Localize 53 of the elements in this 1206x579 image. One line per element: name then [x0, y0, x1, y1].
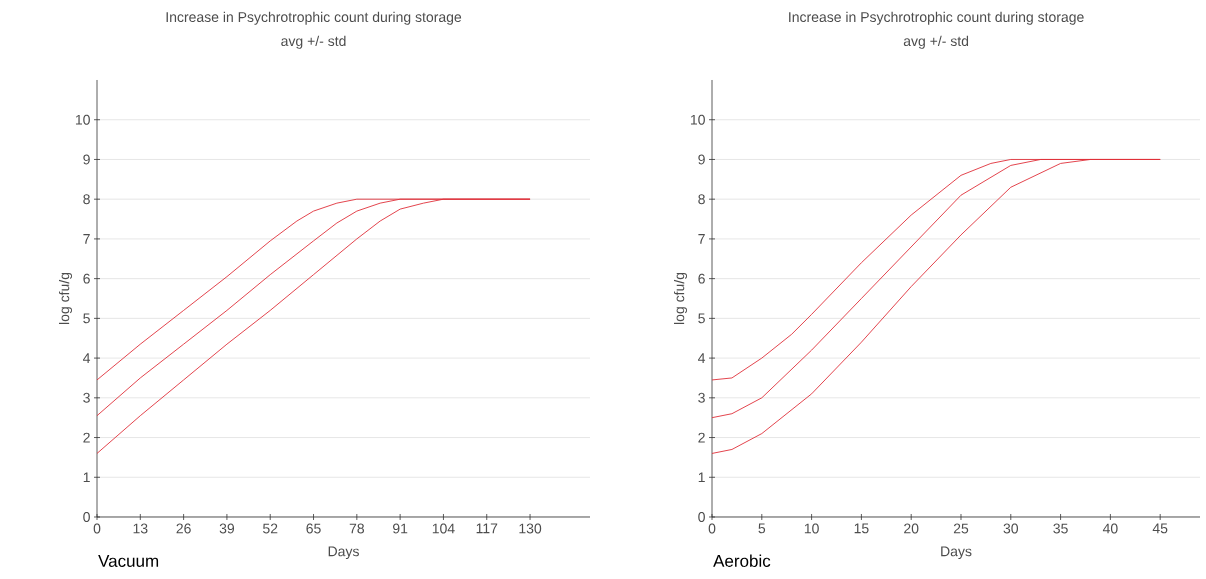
y-tick-label: 7 [83, 234, 90, 244]
chart-title: Increase in Psychrotrophic count during storage [789, 11, 1084, 25]
y-tick-label: 2 [698, 432, 705, 443]
x-tick-label: 15 [854, 523, 869, 534]
x-tick-label: 130 [519, 523, 542, 534]
y-tick-label: 2 [83, 432, 90, 443]
chart-subtitle: avg +/- std [281, 35, 346, 49]
x-tick-label: 52 [263, 523, 278, 534]
chart-title: Increase in Psychrotrophic count during storage [166, 11, 462, 25]
x-tick-label: 91 [393, 523, 408, 534]
x-tick-label: 40 [1102, 523, 1118, 534]
y-tick-label: 3 [83, 392, 90, 403]
y-tick-label: 3 [698, 392, 705, 403]
x-tick-label: 13 [133, 523, 148, 534]
y-tick-label: 4 [83, 353, 91, 363]
y-tick-label: 1 [698, 472, 705, 483]
y-axis-title: log cfu/g [673, 272, 688, 325]
x-tick-label: 45 [1152, 523, 1168, 534]
x-tick-label: 0 [708, 523, 716, 534]
y-tick-label: 5 [83, 313, 90, 324]
text: Vacuum [98, 555, 159, 567]
y-tick-label: 0 [83, 512, 90, 522]
x-tick-label: 25 [953, 523, 969, 534]
y-tick-label: 5 [698, 313, 705, 324]
y-tick-label: 8 [698, 194, 705, 205]
y-tick-label: 10 [690, 114, 705, 125]
y-tick-label: 9 [83, 154, 90, 165]
x-tick-label: 35 [1053, 523, 1068, 534]
x-axis-title: Days [941, 546, 972, 560]
x-tick-label: 10 [804, 523, 819, 534]
y-tick-label: 1 [83, 472, 90, 483]
y-tick-label: 9 [698, 154, 705, 165]
x-tick-label: 0 [93, 523, 101, 534]
x-tick-label: 20 [904, 523, 919, 534]
x-axis-title: Days [328, 546, 359, 560]
x-tick-label: 117 [476, 523, 498, 534]
y-axis-title: log cfu/g [58, 272, 73, 325]
x-tick-label: 39 [219, 523, 235, 534]
y-tick-label: 4 [698, 353, 706, 363]
y-tick-label: 8 [83, 194, 90, 205]
y-tick-label: 10 [75, 114, 90, 125]
y-tick-label: 7 [698, 234, 705, 244]
x-tick-label: 5 [758, 523, 766, 534]
chart-subtitle: avg +/- std [903, 35, 969, 49]
x-tick-label: 30 [1003, 523, 1019, 534]
y-tick-label: 6 [83, 273, 90, 284]
x-tick-label: 104 [432, 523, 455, 534]
x-tick-label: 65 [306, 523, 321, 534]
y-tick-label: 0 [698, 512, 705, 522]
x-tick-label: 78 [349, 523, 365, 534]
text: Aerobic [713, 554, 771, 567]
x-tick-label: 26 [176, 523, 191, 534]
y-tick-label: 6 [698, 273, 705, 284]
